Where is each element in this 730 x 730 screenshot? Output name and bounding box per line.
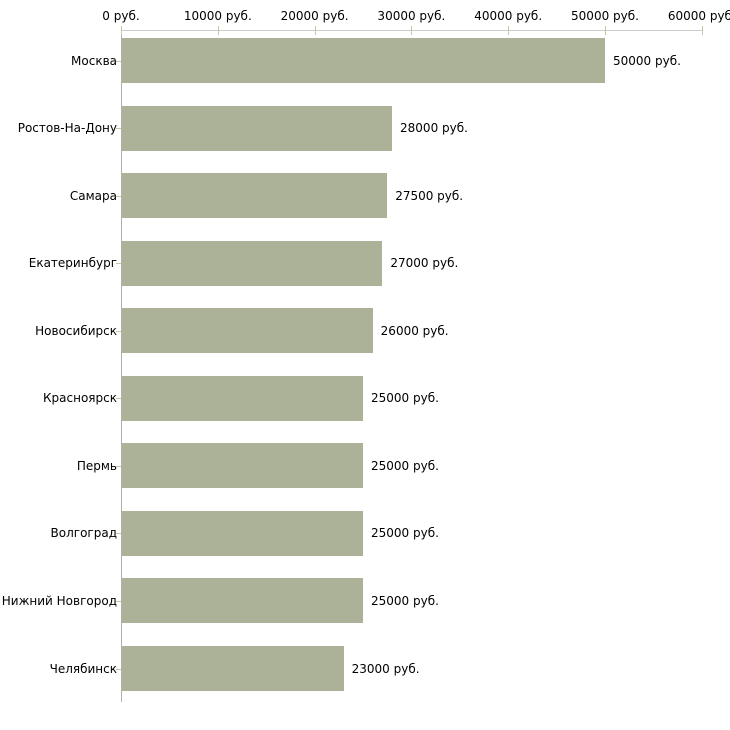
bar (122, 578, 363, 624)
category-tick (116, 601, 121, 602)
category-label: Екатеринбург (28, 256, 117, 271)
bar (122, 646, 344, 692)
bar (122, 308, 373, 354)
value-label: 26000 руб. (380, 323, 449, 338)
x-tick (508, 26, 510, 35)
x-tick-label: 0 руб. (102, 9, 140, 23)
value-label: 25000 руб. (371, 526, 439, 541)
x-tick-label: 10000 руб. (183, 9, 252, 23)
value-label: 27500 руб. (395, 188, 464, 203)
x-tick (411, 26, 413, 35)
value-label: 27000 руб. (390, 256, 459, 271)
x-tick (217, 26, 219, 35)
bar (122, 443, 363, 489)
bar (122, 38, 605, 83)
category-tick (116, 533, 121, 534)
x-tick-label: 40000 руб. (474, 9, 543, 23)
category-tick (116, 669, 121, 670)
bar (122, 173, 388, 219)
bar (122, 510, 363, 556)
x-tick-label: 50000 руб. (571, 9, 639, 23)
category-tick (116, 466, 121, 467)
category-tick (116, 128, 121, 129)
bar (122, 105, 393, 151)
x-tick (701, 26, 703, 35)
y-axis-line (121, 30, 122, 703)
category-tick (116, 263, 121, 264)
category-label: Волгоград (50, 526, 117, 541)
category-label: Челябинск (49, 661, 117, 676)
category-label: Нижний Новгород (1, 593, 117, 608)
x-tick-label: 20000 руб. (280, 9, 349, 23)
category-tick (116, 196, 121, 197)
x-tick (121, 26, 122, 35)
category-tick (116, 398, 121, 399)
category-tick (116, 331, 121, 332)
x-tick (605, 26, 606, 35)
value-label: 25000 руб. (371, 593, 439, 608)
category-label: Ростов-На-Дону (17, 121, 117, 136)
category-label: Самара (69, 188, 117, 203)
category-label: Красноярск (43, 391, 117, 406)
value-label: 50000 руб. (613, 53, 681, 68)
category-label: Пермь (76, 458, 117, 473)
x-tick (314, 26, 316, 35)
x-tick-label: 60000 руб. (667, 9, 730, 23)
value-label: 28000 руб. (400, 121, 468, 136)
value-label: 25000 руб. (371, 458, 439, 473)
value-label: 25000 руб. (371, 391, 439, 406)
x-tick-label: 30000 руб. (377, 9, 446, 23)
bar (122, 375, 363, 421)
bar (122, 240, 383, 286)
value-label: 23000 руб. (351, 661, 420, 676)
category-tick (116, 61, 121, 62)
category-label: Новосибирск (35, 323, 117, 338)
category-label: Москва (71, 53, 117, 68)
